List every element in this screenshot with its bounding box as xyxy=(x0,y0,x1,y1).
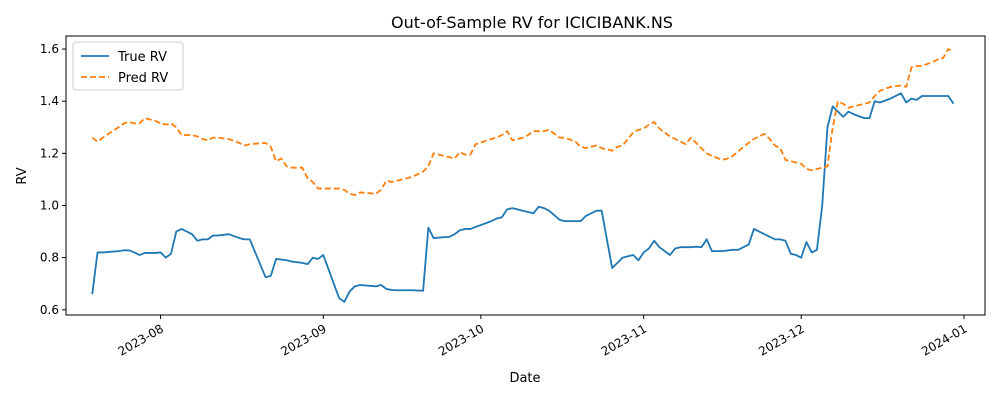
y-axis-label: RV xyxy=(15,167,30,184)
y-axis: 0.6 0.8 1.0 1.2 1.4 1.6 xyxy=(40,42,66,317)
x-tick-label: 2023-08 xyxy=(116,321,166,358)
plot-frame xyxy=(65,35,986,316)
series-line-pred-rv xyxy=(91,48,954,196)
y-tick-label: 1.2 xyxy=(40,146,59,160)
y-tick-label: 1.6 xyxy=(40,42,59,56)
x-tick-label: 2023-10 xyxy=(436,321,486,358)
legend-box xyxy=(72,41,184,91)
x-axis-label: Date xyxy=(509,371,540,386)
chart-title: Out-of-Sample RV for ICICIBANK.NS xyxy=(391,13,673,32)
legend-label: True RV xyxy=(117,50,167,65)
y-tick-label: 1.4 xyxy=(40,94,59,108)
y-tick-label: 0.8 xyxy=(40,251,59,265)
series-line-true-rv xyxy=(91,92,955,303)
plot-area xyxy=(91,48,955,303)
x-axis: 2023-08 2023-09 2023-10 2023-11 2023-12 2024-… xyxy=(116,315,969,359)
y-tick-label: 0.6 xyxy=(40,303,59,317)
x-tick-label: 2023-12 xyxy=(756,321,806,358)
x-tick-label: 2023-11 xyxy=(599,321,649,358)
legend: True RV Pred RV xyxy=(72,41,184,91)
x-tick-label: 2024-01 xyxy=(919,321,969,358)
legend-label: Pred RV xyxy=(118,71,168,86)
y-tick-label: 1.0 xyxy=(40,198,59,212)
x-tick-label: 2023-09 xyxy=(278,321,328,358)
